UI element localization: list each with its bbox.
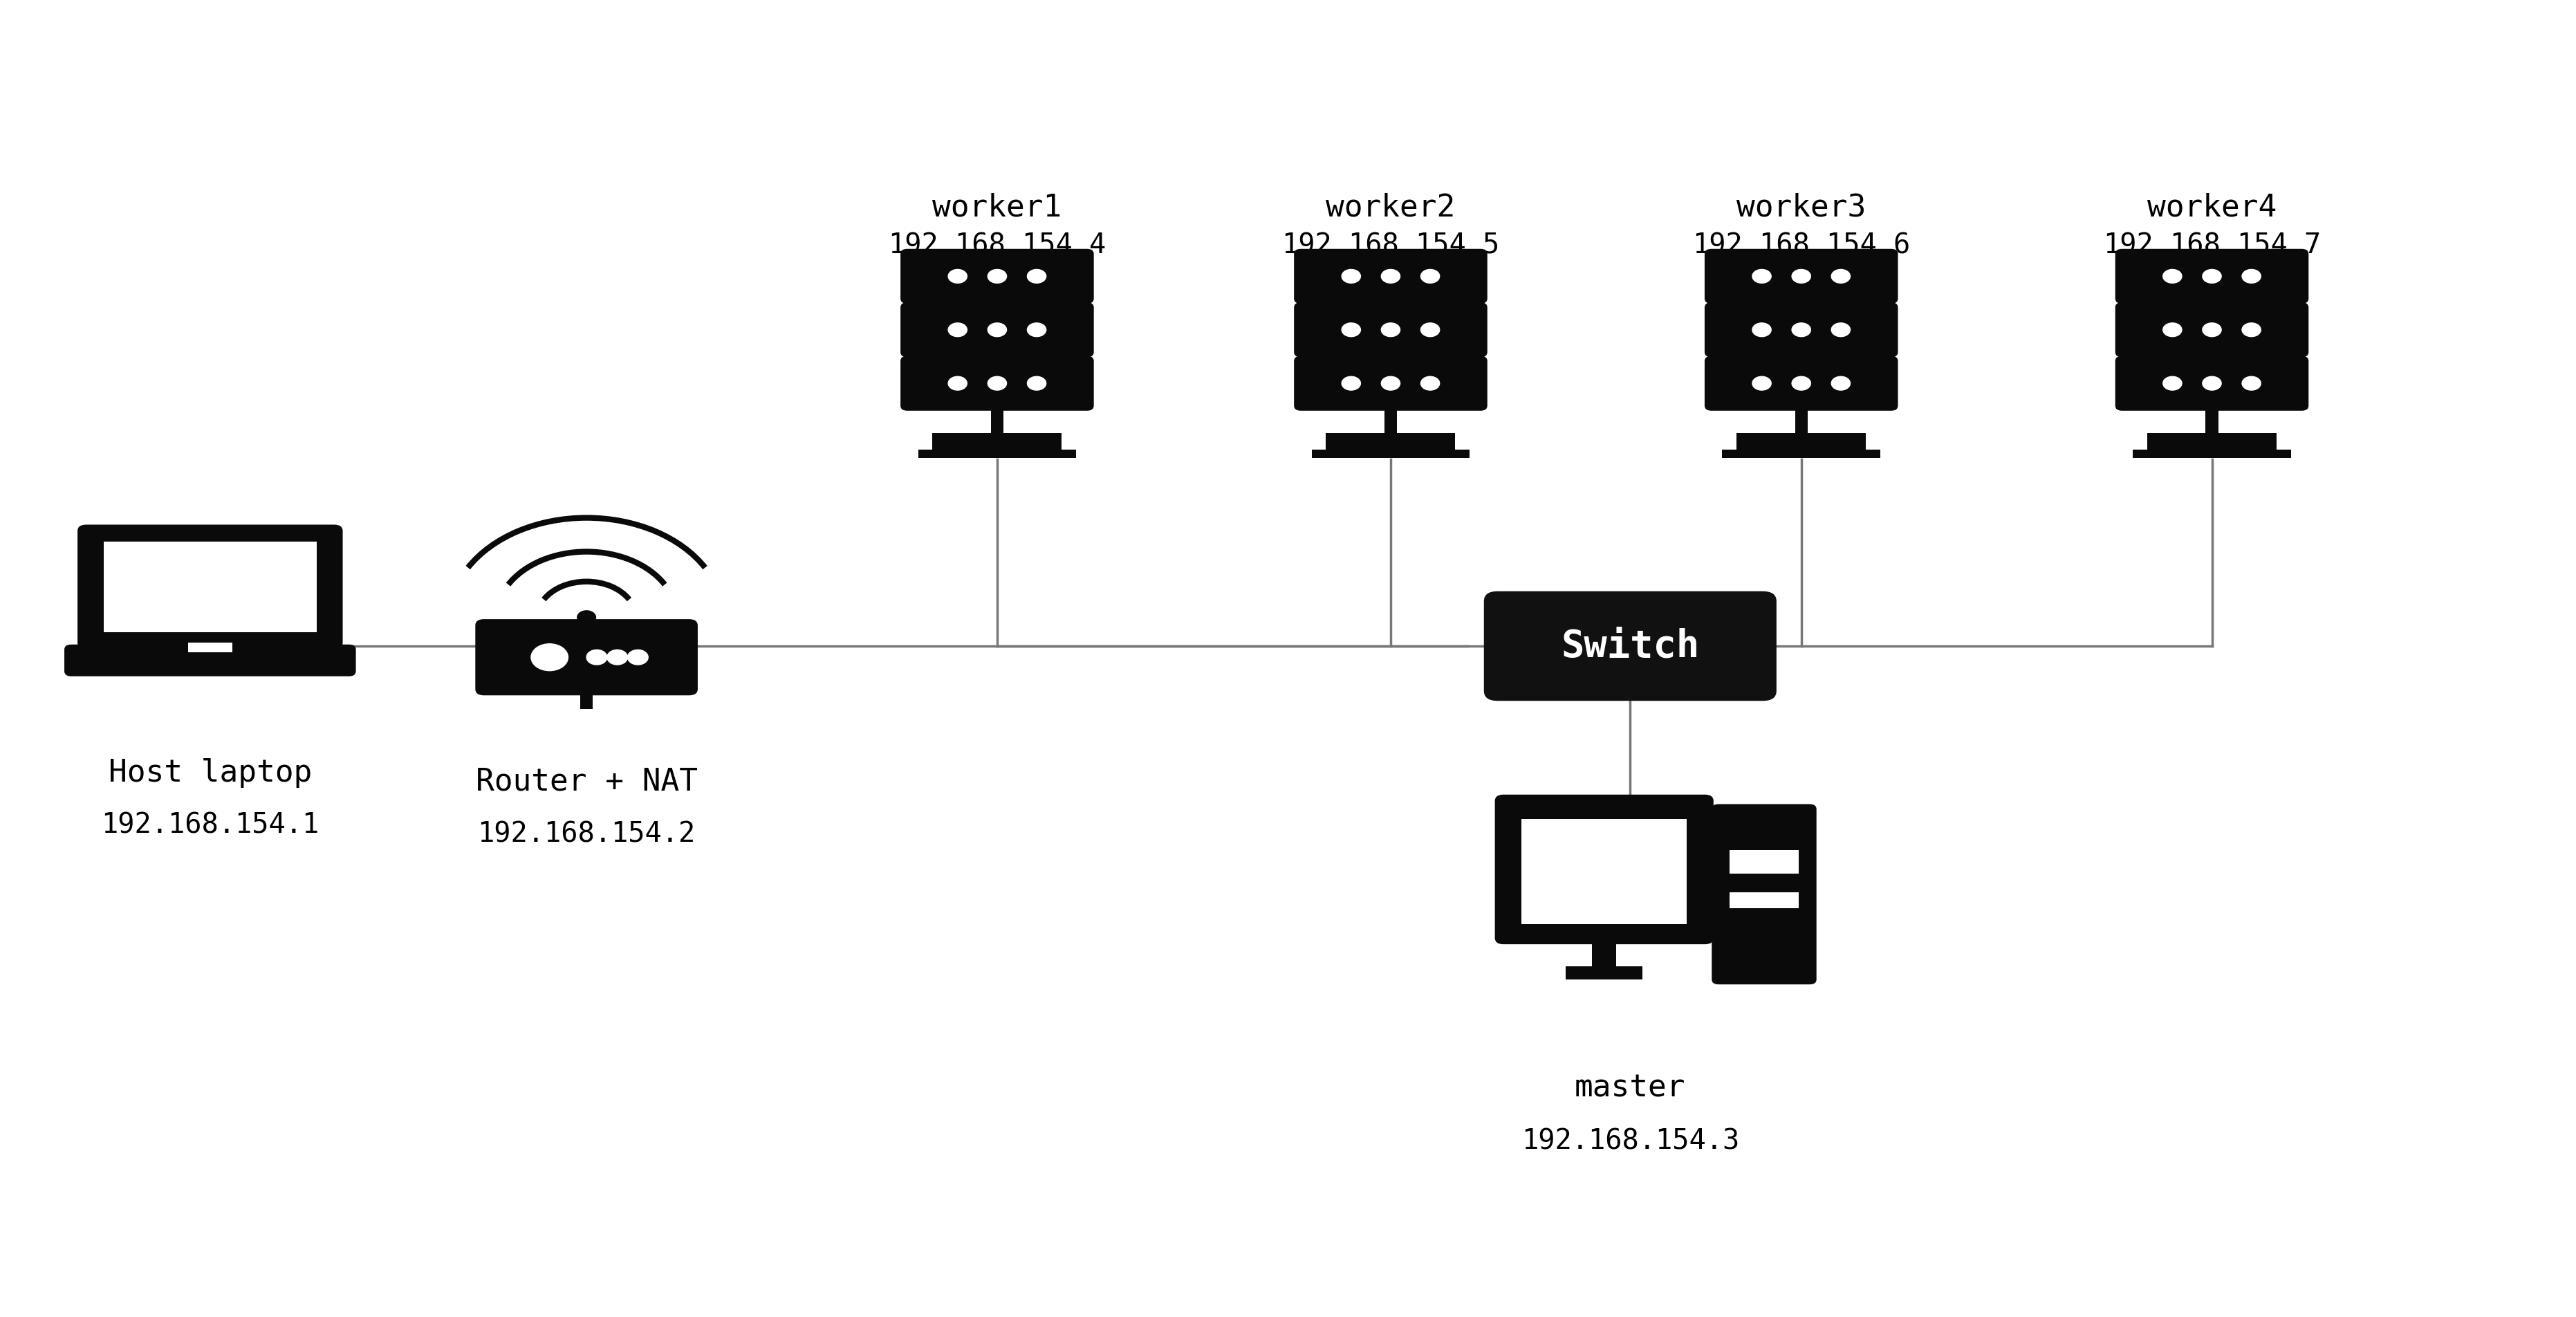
FancyBboxPatch shape	[2115, 249, 2308, 304]
Circle shape	[1752, 270, 1772, 283]
Bar	[1383, 406, 1396, 433]
Circle shape	[1793, 323, 1811, 337]
Circle shape	[1832, 377, 1850, 390]
Bar	[1522, 819, 1687, 925]
FancyBboxPatch shape	[1713, 805, 1816, 984]
Circle shape	[1342, 323, 1360, 337]
FancyBboxPatch shape	[902, 249, 1095, 304]
Bar	[1327, 433, 1455, 449]
Bar	[992, 406, 1005, 433]
Circle shape	[577, 611, 595, 624]
Text: worker3: worker3	[1736, 194, 1865, 223]
Text: 192.168.154.6: 192.168.154.6	[1692, 232, 1911, 259]
Bar	[1592, 938, 1615, 967]
FancyBboxPatch shape	[77, 524, 343, 649]
Text: 192.168.154.4: 192.168.154.4	[889, 232, 1105, 259]
Bar	[917, 449, 1077, 458]
Text: master: master	[1574, 1073, 1685, 1102]
Circle shape	[987, 377, 1007, 390]
Circle shape	[1422, 323, 1440, 337]
FancyBboxPatch shape	[1494, 794, 1713, 944]
Bar	[2133, 449, 2290, 458]
Circle shape	[1342, 377, 1360, 390]
Circle shape	[948, 323, 966, 337]
Text: Host laptop: Host laptop	[108, 759, 312, 788]
Circle shape	[531, 644, 569, 670]
Bar	[1566, 967, 1643, 980]
Bar	[103, 541, 317, 632]
Circle shape	[1422, 270, 1440, 283]
Circle shape	[2164, 270, 2182, 283]
Circle shape	[2202, 270, 2221, 283]
Circle shape	[2241, 323, 2262, 337]
Circle shape	[948, 270, 966, 283]
Text: Switch: Switch	[1561, 628, 1700, 664]
Text: 192.168.154.3: 192.168.154.3	[1522, 1127, 1739, 1155]
FancyBboxPatch shape	[2115, 303, 2308, 357]
Bar	[2148, 433, 2277, 449]
Circle shape	[1381, 323, 1401, 337]
Circle shape	[1028, 377, 1046, 390]
Bar	[2205, 406, 2218, 433]
FancyBboxPatch shape	[1705, 249, 1899, 304]
Bar	[188, 643, 232, 652]
Circle shape	[948, 377, 966, 390]
Circle shape	[1381, 270, 1401, 283]
Circle shape	[2241, 377, 2262, 390]
Circle shape	[1342, 270, 1360, 283]
Text: worker2: worker2	[1327, 194, 1455, 223]
Circle shape	[1381, 377, 1401, 390]
Circle shape	[1832, 270, 1850, 283]
Circle shape	[987, 270, 1007, 283]
Bar	[933, 433, 1061, 449]
Text: 192.168.154.7: 192.168.154.7	[2102, 232, 2321, 259]
FancyBboxPatch shape	[1705, 303, 1899, 357]
Text: worker4: worker4	[2148, 194, 2277, 223]
Circle shape	[1028, 270, 1046, 283]
Text: Router + NAT: Router + NAT	[477, 766, 698, 797]
Circle shape	[1028, 323, 1046, 337]
FancyBboxPatch shape	[477, 619, 698, 695]
Circle shape	[2202, 377, 2221, 390]
Circle shape	[987, 323, 1007, 337]
Circle shape	[1793, 270, 1811, 283]
Circle shape	[2164, 377, 2182, 390]
Circle shape	[1793, 377, 1811, 390]
Text: 192.168.154.1: 192.168.154.1	[100, 811, 319, 839]
Bar	[1311, 449, 1471, 458]
FancyBboxPatch shape	[1293, 356, 1486, 411]
FancyBboxPatch shape	[64, 644, 355, 676]
FancyBboxPatch shape	[1293, 249, 1486, 304]
Bar	[580, 689, 592, 709]
FancyBboxPatch shape	[1293, 303, 1486, 357]
FancyBboxPatch shape	[1484, 591, 1777, 701]
FancyBboxPatch shape	[902, 303, 1095, 357]
Circle shape	[1832, 323, 1850, 337]
Circle shape	[587, 649, 608, 665]
Bar	[1795, 406, 1808, 433]
Text: 192.168.154.5: 192.168.154.5	[1283, 232, 1499, 259]
Bar	[1723, 449, 1880, 458]
Circle shape	[1752, 377, 1772, 390]
Circle shape	[2241, 270, 2262, 283]
Circle shape	[1752, 323, 1772, 337]
FancyBboxPatch shape	[902, 356, 1095, 411]
Bar	[1736, 433, 1865, 449]
Text: worker1: worker1	[933, 194, 1061, 223]
FancyBboxPatch shape	[1705, 356, 1899, 411]
Circle shape	[2164, 323, 2182, 337]
Circle shape	[629, 649, 649, 665]
FancyBboxPatch shape	[2115, 356, 2308, 411]
Circle shape	[1422, 377, 1440, 390]
Text: 192.168.154.2: 192.168.154.2	[477, 820, 696, 848]
Bar	[1728, 849, 1798, 873]
Circle shape	[2202, 323, 2221, 337]
Circle shape	[608, 649, 629, 665]
Bar	[1728, 893, 1798, 907]
